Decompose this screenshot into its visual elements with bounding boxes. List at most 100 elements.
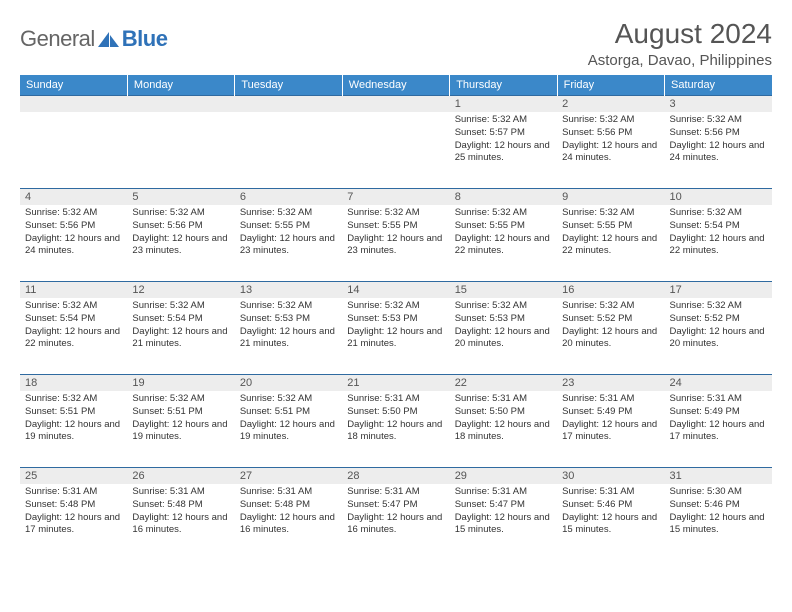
calendar-cell: 5Sunrise: 5:32 AMSunset: 5:56 PMDaylight… <box>127 189 234 282</box>
sail-icon <box>98 32 120 48</box>
day-number: 20 <box>235 375 342 391</box>
day-header: Monday <box>127 75 234 96</box>
day-details: Sunrise: 5:31 AMSunset: 5:48 PMDaylight:… <box>235 484 342 541</box>
calendar-cell: 8Sunrise: 5:32 AMSunset: 5:55 PMDaylight… <box>450 189 557 282</box>
day-number: 3 <box>665 96 772 112</box>
day-details: Sunrise: 5:32 AMSunset: 5:56 PMDaylight:… <box>557 112 664 169</box>
day-number: 11 <box>20 282 127 298</box>
calendar-table: SundayMondayTuesdayWednesdayThursdayFrid… <box>20 75 772 561</box>
calendar-cell <box>235 96 342 189</box>
location-subtitle: Astorga, Davao, Philippines <box>588 52 772 69</box>
day-header: Thursday <box>450 75 557 96</box>
day-details: Sunrise: 5:31 AMSunset: 5:50 PMDaylight:… <box>450 391 557 448</box>
day-number: 24 <box>665 375 772 391</box>
calendar-cell <box>342 96 449 189</box>
calendar-cell: 1Sunrise: 5:32 AMSunset: 5:57 PMDaylight… <box>450 96 557 189</box>
calendar-cell: 3Sunrise: 5:32 AMSunset: 5:56 PMDaylight… <box>665 96 772 189</box>
day-details: Sunrise: 5:32 AMSunset: 5:53 PMDaylight:… <box>450 298 557 355</box>
calendar-cell: 22Sunrise: 5:31 AMSunset: 5:50 PMDayligh… <box>450 375 557 468</box>
brand-text-1: General <box>20 26 95 52</box>
day-details: Sunrise: 5:31 AMSunset: 5:48 PMDaylight:… <box>20 484 127 541</box>
calendar-cell: 13Sunrise: 5:32 AMSunset: 5:53 PMDayligh… <box>235 282 342 375</box>
calendar-body: 1Sunrise: 5:32 AMSunset: 5:57 PMDaylight… <box>20 96 772 561</box>
day-number: 2 <box>557 96 664 112</box>
day-details: Sunrise: 5:32 AMSunset: 5:54 PMDaylight:… <box>127 298 234 355</box>
day-details: Sunrise: 5:32 AMSunset: 5:55 PMDaylight:… <box>557 205 664 262</box>
calendar-cell: 29Sunrise: 5:31 AMSunset: 5:47 PMDayligh… <box>450 468 557 561</box>
calendar-cell: 23Sunrise: 5:31 AMSunset: 5:49 PMDayligh… <box>557 375 664 468</box>
day-header: Tuesday <box>235 75 342 96</box>
day-number: 19 <box>127 375 234 391</box>
day-details: Sunrise: 5:32 AMSunset: 5:55 PMDaylight:… <box>450 205 557 262</box>
calendar-cell: 24Sunrise: 5:31 AMSunset: 5:49 PMDayligh… <box>665 375 772 468</box>
day-details: Sunrise: 5:32 AMSunset: 5:56 PMDaylight:… <box>665 112 772 169</box>
day-number: 14 <box>342 282 449 298</box>
day-header: Sunday <box>20 75 127 96</box>
brand-logo: General Blue <box>20 18 167 52</box>
calendar-cell: 27Sunrise: 5:31 AMSunset: 5:48 PMDayligh… <box>235 468 342 561</box>
day-details: Sunrise: 5:31 AMSunset: 5:49 PMDaylight:… <box>665 391 772 448</box>
calendar-cell: 4Sunrise: 5:32 AMSunset: 5:56 PMDaylight… <box>20 189 127 282</box>
calendar-cell: 10Sunrise: 5:32 AMSunset: 5:54 PMDayligh… <box>665 189 772 282</box>
day-number: 25 <box>20 468 127 484</box>
calendar-cell: 30Sunrise: 5:31 AMSunset: 5:46 PMDayligh… <box>557 468 664 561</box>
calendar-cell: 7Sunrise: 5:32 AMSunset: 5:55 PMDaylight… <box>342 189 449 282</box>
day-details: Sunrise: 5:32 AMSunset: 5:54 PMDaylight:… <box>20 298 127 355</box>
day-details: Sunrise: 5:32 AMSunset: 5:56 PMDaylight:… <box>127 205 234 262</box>
calendar-cell: 14Sunrise: 5:32 AMSunset: 5:53 PMDayligh… <box>342 282 449 375</box>
day-details: Sunrise: 5:32 AMSunset: 5:56 PMDaylight:… <box>20 205 127 262</box>
calendar-cell: 11Sunrise: 5:32 AMSunset: 5:54 PMDayligh… <box>20 282 127 375</box>
day-number: 8 <box>450 189 557 205</box>
day-number: 29 <box>450 468 557 484</box>
calendar-cell: 19Sunrise: 5:32 AMSunset: 5:51 PMDayligh… <box>127 375 234 468</box>
day-details: Sunrise: 5:31 AMSunset: 5:49 PMDaylight:… <box>557 391 664 448</box>
day-number: 21 <box>342 375 449 391</box>
day-header: Friday <box>557 75 664 96</box>
month-title: August 2024 <box>588 18 772 50</box>
day-details: Sunrise: 5:32 AMSunset: 5:55 PMDaylight:… <box>342 205 449 262</box>
day-number: 5 <box>127 189 234 205</box>
day-number: 7 <box>342 189 449 205</box>
day-number: 9 <box>557 189 664 205</box>
day-number: 6 <box>235 189 342 205</box>
calendar-cell: 28Sunrise: 5:31 AMSunset: 5:47 PMDayligh… <box>342 468 449 561</box>
day-details: Sunrise: 5:32 AMSunset: 5:53 PMDaylight:… <box>235 298 342 355</box>
day-number: 12 <box>127 282 234 298</box>
calendar-cell: 17Sunrise: 5:32 AMSunset: 5:52 PMDayligh… <box>665 282 772 375</box>
calendar-cell: 12Sunrise: 5:32 AMSunset: 5:54 PMDayligh… <box>127 282 234 375</box>
day-details: Sunrise: 5:32 AMSunset: 5:52 PMDaylight:… <box>665 298 772 355</box>
day-details: Sunrise: 5:31 AMSunset: 5:48 PMDaylight:… <box>127 484 234 541</box>
calendar-cell: 16Sunrise: 5:32 AMSunset: 5:52 PMDayligh… <box>557 282 664 375</box>
day-number: 31 <box>665 468 772 484</box>
day-details: Sunrise: 5:32 AMSunset: 5:57 PMDaylight:… <box>450 112 557 169</box>
calendar-cell: 18Sunrise: 5:32 AMSunset: 5:51 PMDayligh… <box>20 375 127 468</box>
day-number: 17 <box>665 282 772 298</box>
brand-text-2: Blue <box>122 26 168 52</box>
day-number: 23 <box>557 375 664 391</box>
day-details: Sunrise: 5:32 AMSunset: 5:54 PMDaylight:… <box>665 205 772 262</box>
day-details: Sunrise: 5:30 AMSunset: 5:46 PMDaylight:… <box>665 484 772 541</box>
day-details: Sunrise: 5:31 AMSunset: 5:47 PMDaylight:… <box>450 484 557 541</box>
day-number: 4 <box>20 189 127 205</box>
day-number: 10 <box>665 189 772 205</box>
title-block: August 2024 Astorga, Davao, Philippines <box>588 18 772 69</box>
calendar-cell: 9Sunrise: 5:32 AMSunset: 5:55 PMDaylight… <box>557 189 664 282</box>
day-details: Sunrise: 5:32 AMSunset: 5:52 PMDaylight:… <box>557 298 664 355</box>
days-of-week-row: SundayMondayTuesdayWednesdayThursdayFrid… <box>20 75 772 96</box>
calendar-cell: 21Sunrise: 5:31 AMSunset: 5:50 PMDayligh… <box>342 375 449 468</box>
day-number: 27 <box>235 468 342 484</box>
day-details: Sunrise: 5:32 AMSunset: 5:53 PMDaylight:… <box>342 298 449 355</box>
calendar-cell: 26Sunrise: 5:31 AMSunset: 5:48 PMDayligh… <box>127 468 234 561</box>
day-details: Sunrise: 5:31 AMSunset: 5:50 PMDaylight:… <box>342 391 449 448</box>
day-number: 26 <box>127 468 234 484</box>
calendar-cell <box>20 96 127 189</box>
page-header: General Blue August 2024 Astorga, Davao,… <box>20 18 772 69</box>
day-details: Sunrise: 5:31 AMSunset: 5:46 PMDaylight:… <box>557 484 664 541</box>
calendar-cell: 20Sunrise: 5:32 AMSunset: 5:51 PMDayligh… <box>235 375 342 468</box>
day-details: Sunrise: 5:32 AMSunset: 5:51 PMDaylight:… <box>235 391 342 448</box>
day-header: Saturday <box>665 75 772 96</box>
calendar-cell: 6Sunrise: 5:32 AMSunset: 5:55 PMDaylight… <box>235 189 342 282</box>
calendar-cell <box>127 96 234 189</box>
calendar-cell: 15Sunrise: 5:32 AMSunset: 5:53 PMDayligh… <box>450 282 557 375</box>
day-details: Sunrise: 5:32 AMSunset: 5:51 PMDaylight:… <box>20 391 127 448</box>
